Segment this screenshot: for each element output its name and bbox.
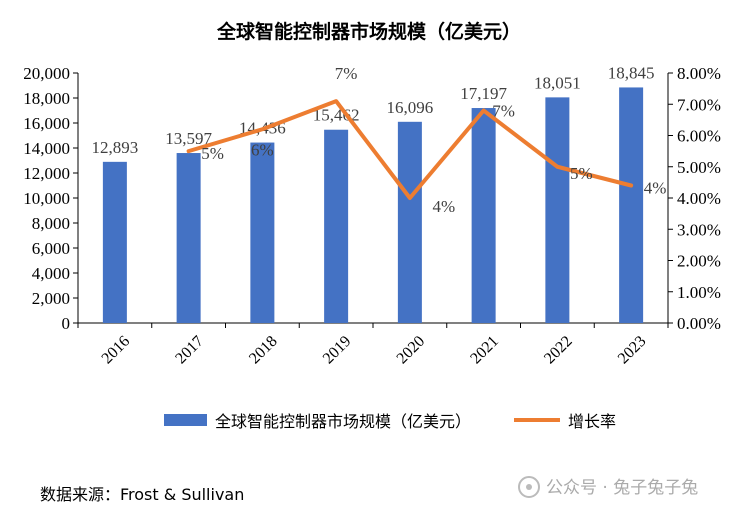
y-tick-label-right: 8.00% — [677, 64, 721, 83]
legend-swatch-bar — [164, 414, 207, 426]
rate-labels: 5% 6% 7% 4% 7% 5% 4% — [201, 64, 666, 216]
bar-value-label: 12,893 — [92, 138, 139, 157]
y-tick-label-left: 16,000 — [23, 114, 70, 133]
legend-label-line: 增长率 — [568, 412, 616, 431]
x-tick-label: 2020 — [394, 333, 429, 368]
legend-label-bar: 全球智能控制器市场规模（亿美元） — [215, 412, 471, 431]
y-tick-label-left: 8,000 — [32, 214, 70, 233]
growth-value-label: 7% — [492, 102, 515, 121]
y-tick-label-right: 7.00% — [677, 95, 721, 114]
y-tick-label-left: 2,000 — [32, 289, 70, 308]
growth-value-label: 6% — [251, 140, 274, 159]
rate-line — [186, 99, 634, 200]
growth-value-label: 5% — [201, 144, 224, 163]
x-tick-label: 2016 — [99, 333, 134, 368]
bars — [102, 87, 644, 323]
bar-value-label: 18,845 — [608, 63, 655, 82]
watermark: 公众号 · 兔子兔子兔 — [518, 476, 698, 498]
chart-title: 全球智能控制器市场规模（亿美元） — [216, 20, 521, 43]
y-tick-label-right: 5.00% — [677, 158, 721, 177]
growth-point — [334, 99, 338, 103]
bar-value-label: 16,096 — [387, 98, 434, 117]
growth-point — [555, 165, 559, 169]
growth-point — [482, 109, 486, 112]
y-tick-label-right: 6.00% — [677, 127, 721, 146]
bar-value-label: 13,597 — [165, 129, 212, 148]
y-tick-label-left: 0 — [62, 314, 71, 333]
bar — [397, 121, 422, 323]
bar-value-label: 17,197 — [460, 84, 507, 103]
x-tick-label: 2021 — [467, 333, 502, 368]
y-tick-label-left: 12,000 — [23, 164, 70, 183]
bar — [324, 129, 349, 323]
axes: 0 2,000 4,000 6,000 8,000 10,000 12,000 14,000 1… — [23, 64, 721, 367]
growth-value-label: 5% — [570, 164, 593, 183]
x-tick-label: 2017 — [172, 333, 207, 368]
y-tick-label-left: 18,000 — [23, 89, 70, 108]
growth-point — [260, 127, 264, 131]
growth-value-label: 7% — [335, 64, 358, 83]
bar — [176, 153, 201, 323]
y-tick-label-right: 0.00% — [677, 314, 721, 333]
legend: 全球智能控制器市场规模（亿美元） 增长率 — [164, 412, 616, 431]
bar — [471, 108, 496, 323]
bar — [250, 142, 275, 323]
y-tick-label-left: 20,000 — [23, 64, 70, 83]
y-tick-label-right: 2.00% — [677, 252, 721, 271]
x-tick-label: 2018 — [246, 333, 281, 368]
y-tick-label-left: 4,000 — [32, 264, 70, 283]
x-tick-label: 2022 — [541, 333, 576, 368]
x-tick-label: 2023 — [615, 333, 650, 368]
y-tick-label-left: 10,000 — [23, 189, 70, 208]
bar-value-label: 18,051 — [534, 73, 581, 92]
bar-value-label: 15,462 — [313, 106, 360, 125]
source-note: 数据来源：Frost & Sullivan — [40, 485, 244, 504]
watermark-icon — [518, 476, 540, 498]
growth-point — [187, 149, 191, 153]
growth-value-label: 4% — [644, 179, 667, 198]
bar-labels: 12,89313,59714,43615,46216,09617,19718,0… — [92, 63, 655, 156]
growth-value-label: 4% — [433, 197, 456, 216]
y-tick-label-right: 3.00% — [677, 220, 721, 239]
y-tick-label-right: 4.00% — [677, 189, 721, 208]
bar — [545, 97, 570, 323]
watermark-text: 公众号 · 兔子兔子兔 — [546, 478, 698, 498]
watermark-icon-dot — [526, 484, 532, 490]
y-tick-label-left: 6,000 — [32, 239, 70, 258]
growth-point — [629, 184, 633, 187]
bar — [102, 161, 127, 323]
growth-point — [408, 196, 412, 200]
y-tick-label-left: 14,000 — [23, 139, 70, 158]
bar — [619, 87, 644, 323]
y-tick-label-right: 1.00% — [677, 283, 721, 302]
x-tick-label: 2019 — [320, 333, 355, 368]
